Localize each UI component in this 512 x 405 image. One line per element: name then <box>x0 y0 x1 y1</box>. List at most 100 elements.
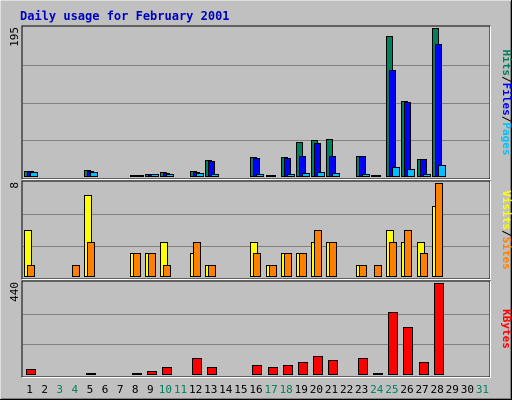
x-tick-label: 17 <box>264 383 277 396</box>
bar-kbytes-day-26 <box>403 327 413 375</box>
bar-kbytes-day-19 <box>298 362 308 375</box>
bar-sites-day-10 <box>163 265 171 277</box>
bar-sites-day-8 <box>133 253 141 277</box>
bar-files-day-25 <box>389 70 396 177</box>
bar-sites-day-27 <box>420 253 428 277</box>
bar-pages-day-13 <box>211 174 219 177</box>
x-tick-label: 3 <box>56 383 63 396</box>
bar-files-day-16 <box>253 158 260 177</box>
bar-sites-day-16 <box>253 253 261 277</box>
panel-visits-sites: 8 Visits/Sites <box>8 180 512 280</box>
x-tick-label: 21 <box>325 383 338 396</box>
bar-sites-day-1 <box>27 265 35 277</box>
bar-kbytes-day-28 <box>434 283 444 375</box>
x-tick-label: 1 <box>26 383 33 396</box>
legend-text-hits: Hits <box>500 50 512 77</box>
bar-kbytes-day-27 <box>419 362 429 375</box>
legend-separator: / <box>500 230 512 237</box>
bar-sites-day-19 <box>299 253 307 277</box>
bar-pages-day-1 <box>30 172 38 177</box>
x-tick-label: 18 <box>280 383 293 396</box>
bar-pages-day-26 <box>407 169 415 177</box>
x-tick-label: 5 <box>87 383 94 396</box>
bar-files-day-23 <box>359 156 366 177</box>
x-tick-label: 7 <box>117 383 124 396</box>
x-tick-label: 31 <box>476 383 489 396</box>
legend-text-pages: Pages <box>500 122 512 155</box>
bar-pages-day-25 <box>392 167 400 177</box>
x-tick-label: 11 <box>174 383 187 396</box>
bar-sites-day-5 <box>87 242 95 277</box>
x-tick-label: 10 <box>159 383 172 396</box>
x-tick-label: 27 <box>415 383 428 396</box>
bar-sites-day-18 <box>284 253 292 277</box>
x-tick-label: 13 <box>204 383 217 396</box>
bar-pages-day-28 <box>438 165 446 177</box>
x-tick-label: 12 <box>189 383 202 396</box>
bar-kbytes-day-23 <box>358 358 368 375</box>
bar-pages-day-23 <box>362 174 370 177</box>
bar-files-day-18 <box>284 158 291 177</box>
bar-sites-day-24 <box>374 265 382 277</box>
bar-sites-day-28 <box>435 183 443 277</box>
bar-sites-day-25 <box>389 242 397 277</box>
x-tick-label: 22 <box>340 383 353 396</box>
x-tick-label: 20 <box>310 383 323 396</box>
x-tick-label: 28 <box>431 383 444 396</box>
bar-files-day-27 <box>420 159 427 177</box>
axis-legend-hits-files-pages: Hits/Files/Pages <box>500 50 512 156</box>
bar-kbytes-day-16 <box>252 365 262 375</box>
bar-files-day-20 <box>314 143 321 177</box>
bar-files-day-17 <box>269 175 276 177</box>
bar-kbytes-day-9 <box>147 371 157 375</box>
y-max-label: 8 <box>8 182 21 189</box>
x-tick-label: 25 <box>385 383 398 396</box>
x-tick-label: 19 <box>295 383 308 396</box>
legend-separator: / <box>500 116 512 123</box>
x-tick-label: 8 <box>132 383 139 396</box>
bar-pages-day-8 <box>136 175 144 177</box>
bar-sites-day-4 <box>72 265 80 277</box>
bar-kbytes-day-18 <box>283 365 293 375</box>
x-tick-label: 15 <box>234 383 247 396</box>
axis-legend-visits-sites: Visits/Sites <box>500 190 512 270</box>
x-tick-label: 24 <box>370 383 384 396</box>
bar-kbytes-day-20 <box>313 356 323 375</box>
bar-pages-day-5 <box>90 172 98 177</box>
legend-text-files: Files <box>500 83 512 116</box>
bar-kbytes-day-25 <box>388 312 398 375</box>
bar-files-day-28 <box>435 44 442 177</box>
bar-kbytes-day-8 <box>132 373 142 375</box>
panels-layer: 195Hits/Files/Pages8Visits/Sites440KByte… <box>8 25 512 378</box>
x-axis-labels: 1 2 3 4 5 6 7 8 9 10 11 12 13 14 15 16 17 18 19 20 21 22 23 24 2… <box>26 383 489 396</box>
x-tick-label: 26 <box>400 383 413 396</box>
bar-sites-day-21 <box>329 242 337 277</box>
x-tick-label: 16 <box>249 383 262 396</box>
bar-pages-day-10 <box>166 174 174 177</box>
bar-sites-day-17 <box>269 265 277 277</box>
legend-text-kbytes: KBytes <box>500 309 512 349</box>
bar-pages-day-9 <box>151 174 159 177</box>
legend-text-sites: Sites <box>500 237 512 270</box>
bar-files-day-24 <box>374 175 381 177</box>
bar-files-day-26 <box>404 102 411 177</box>
chart-title: Daily usage for February 2001 <box>20 9 230 23</box>
bar-kbytes-day-17 <box>268 367 278 375</box>
bar-kbytes-day-5 <box>86 373 96 375</box>
y-max-label: 195 <box>8 27 21 47</box>
x-tick-label: 9 <box>147 383 154 396</box>
bar-sites-day-12 <box>193 242 201 277</box>
bar-kbytes-day-21 <box>328 360 338 375</box>
panel-kbytes: 440 KBytes <box>8 280 512 378</box>
bar-pages-day-18 <box>287 174 295 177</box>
y-max-label: 440 <box>8 282 21 302</box>
bar-kbytes-day-10 <box>162 367 172 375</box>
bar-pages-day-19 <box>302 173 310 177</box>
panel-frame <box>21 25 491 180</box>
bar-sites-day-20 <box>314 230 322 277</box>
x-tick-label: 30 <box>461 383 474 396</box>
bar-kbytes-day-13 <box>207 367 217 375</box>
legend-separator: / <box>500 76 512 83</box>
